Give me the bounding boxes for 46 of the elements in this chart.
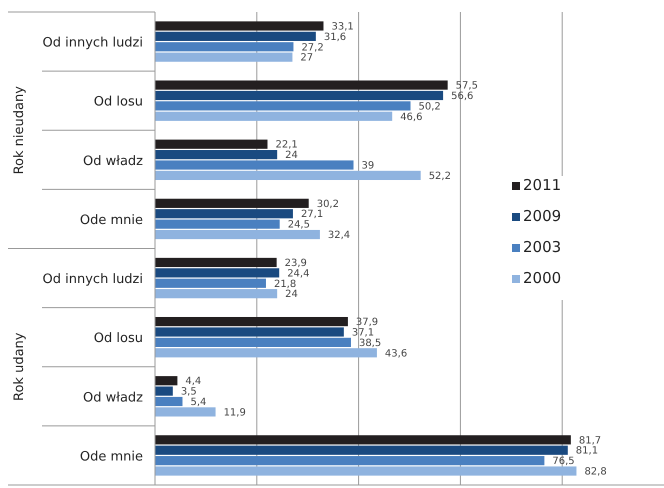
data-label: 46,6	[400, 112, 422, 123]
data-label: 23,9	[284, 258, 307, 269]
y-tick-label: Od innych ludzi	[42, 36, 143, 51]
data-label: 43,6	[384, 348, 408, 360]
data-label: 82,8	[584, 466, 607, 478]
legend-label: 2000	[523, 269, 562, 287]
data-label: 24	[285, 150, 298, 162]
data-label: 56,6	[451, 90, 474, 102]
y-tick-label: Od innych ludzi	[42, 272, 143, 288]
data-label: 24,5	[288, 220, 310, 231]
y-tick-label: Ode mnie	[80, 449, 143, 464]
legend-label: 2011	[523, 176, 562, 194]
data-label: 3,5	[180, 386, 197, 398]
data-label: 50,2	[418, 101, 441, 112]
data-label: 31,6	[324, 32, 346, 43]
data-label: 24	[285, 289, 298, 300]
data-label: 57,5	[456, 80, 478, 92]
y-tick-label: Od władz	[83, 154, 144, 169]
y-tick-label: Od władz	[83, 390, 144, 406]
data-label: 30,2	[316, 198, 339, 210]
data-label: 38,5	[358, 338, 382, 349]
data-label: 27,1	[300, 209, 324, 220]
text: Rok nieudany	[12, 86, 27, 174]
text: Rok udany	[12, 332, 27, 401]
y-tick-label: Od losu	[94, 331, 143, 346]
data-label: 22,1	[275, 140, 298, 151]
data-label: 37,9	[356, 317, 378, 328]
data-label: 24,4	[287, 268, 310, 280]
data-label: 27	[300, 52, 314, 64]
data-label: 27,2	[301, 42, 324, 54]
data-label: 32,4	[328, 230, 350, 242]
data-label: 4,4	[185, 376, 202, 388]
data-label: 52,2	[428, 170, 451, 182]
data-label: 11,9	[224, 407, 246, 418]
data-label: 76,5	[552, 456, 575, 468]
y-tick-label: Ode mnie	[80, 212, 143, 228]
data-label: 81,1	[576, 446, 598, 457]
y-tick-label: Od losu	[94, 94, 143, 110]
data-label: 39	[362, 160, 374, 172]
legend-label: 2009	[523, 207, 562, 225]
data-label: 5,4	[190, 397, 206, 408]
data-label: 37,1	[352, 327, 374, 338]
data-label: 33,1	[331, 21, 354, 32]
data-label: 21,8	[274, 278, 296, 290]
legend-label: 2003	[523, 238, 562, 256]
data-label: 81,7	[578, 435, 602, 446]
